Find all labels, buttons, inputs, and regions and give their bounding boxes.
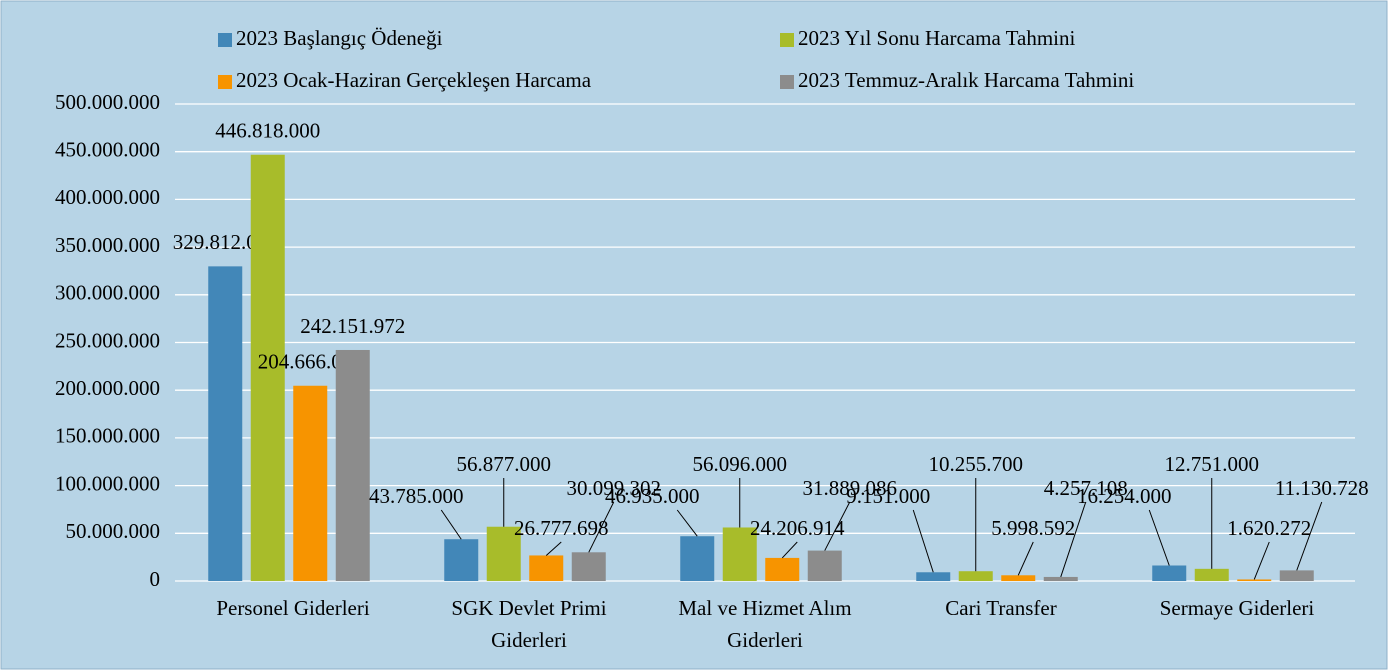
bar bbox=[722, 527, 757, 581]
y-tick-label: 300.000.000 bbox=[55, 281, 160, 305]
legend-swatch bbox=[780, 75, 794, 89]
leader-line bbox=[676, 509, 698, 537]
leader-line bbox=[1253, 541, 1270, 580]
bar bbox=[293, 385, 328, 581]
data-label: 1.620.272 bbox=[1227, 516, 1311, 540]
leader-line bbox=[588, 501, 615, 553]
x-tick-label: Cari Transfer bbox=[945, 596, 1056, 620]
legend-label: 2023 Başlangıç Ödeneği bbox=[236, 26, 443, 50]
x-tick-label: Personel Giderleri bbox=[216, 596, 370, 620]
legend-swatch bbox=[218, 75, 232, 89]
data-label: 26.777.698 bbox=[514, 516, 609, 540]
data-label: 242.151.972 bbox=[300, 314, 405, 338]
y-tick-label: 100.000.000 bbox=[55, 471, 160, 495]
data-label: 10.255.700 bbox=[929, 452, 1024, 476]
bar bbox=[1001, 575, 1036, 581]
legend-label: 2023 Temmuz-Aralık Harcama Tahmini bbox=[798, 68, 1134, 92]
leader-line bbox=[781, 541, 798, 559]
leader-line bbox=[1148, 509, 1170, 566]
data-label: 43.785.000 bbox=[369, 484, 464, 508]
leader-line bbox=[1017, 541, 1034, 576]
bar bbox=[486, 526, 521, 581]
data-label: 31.889.086 bbox=[803, 476, 898, 500]
bar bbox=[250, 154, 285, 581]
leader-line bbox=[1296, 501, 1323, 571]
leader-line bbox=[440, 509, 462, 540]
legend-label: 2023 Ocak-Haziran Gerçekleşen Harcama bbox=[236, 68, 592, 92]
data-label: 12.751.000 bbox=[1165, 452, 1260, 476]
leader-line bbox=[912, 509, 934, 573]
leader-line bbox=[824, 501, 851, 551]
bar bbox=[1279, 570, 1314, 581]
x-tick-label: Mal ve Hizmet Alım Giderleri bbox=[678, 596, 851, 652]
x-tick-label: Sermaye Giderleri bbox=[1160, 596, 1315, 620]
bar bbox=[444, 539, 479, 581]
y-tick-label: 400.000.000 bbox=[55, 185, 160, 209]
data-label: 56.877.000 bbox=[457, 452, 552, 476]
data-label: 9.151.000 bbox=[846, 484, 930, 508]
y-tick-label: 250.000.000 bbox=[55, 328, 160, 352]
y-tick-label: 450.000.000 bbox=[55, 138, 160, 162]
bar bbox=[680, 536, 715, 581]
bar bbox=[807, 550, 842, 581]
leader-line bbox=[1060, 501, 1087, 578]
x-tick-label: SGK Devlet Primi Giderleri bbox=[451, 596, 606, 652]
data-label: 24.206.914 bbox=[750, 516, 845, 540]
data-label: 4.257.108 bbox=[1044, 476, 1128, 500]
y-tick-label: 150.000.000 bbox=[55, 424, 160, 448]
bar bbox=[529, 555, 564, 581]
bar bbox=[208, 266, 243, 581]
data-label: 11.130.728 bbox=[1275, 476, 1369, 500]
data-label: 446.818.000 bbox=[215, 119, 320, 143]
y-tick-label: 350.000.000 bbox=[55, 233, 160, 257]
y-tick-label: 500.000.000 bbox=[55, 90, 160, 114]
legend-label: 2023 Yıl Sonu Harcama Tahmini bbox=[798, 26, 1075, 50]
bar bbox=[571, 552, 606, 581]
bar bbox=[1194, 568, 1229, 581]
data-label: 16.254.000 bbox=[1077, 484, 1172, 508]
y-tick-label: 50.000.000 bbox=[66, 519, 161, 543]
bar bbox=[916, 572, 951, 581]
bar bbox=[765, 557, 800, 581]
y-tick-label: 0 bbox=[150, 567, 161, 591]
legend-swatch bbox=[780, 33, 794, 47]
bar bbox=[1152, 565, 1187, 581]
bar bbox=[1043, 576, 1078, 581]
legend-swatch bbox=[218, 33, 232, 47]
bar bbox=[1237, 579, 1272, 581]
bar bbox=[958, 571, 993, 581]
y-tick-label: 200.000.000 bbox=[55, 376, 160, 400]
bar bbox=[335, 349, 370, 581]
data-label: 56.096.000 bbox=[693, 452, 788, 476]
data-label: 46.935.000 bbox=[605, 484, 700, 508]
data-label: 5.998.592 bbox=[991, 516, 1075, 540]
data-label: 30.099.302 bbox=[567, 476, 662, 500]
leader-line bbox=[545, 541, 562, 556]
